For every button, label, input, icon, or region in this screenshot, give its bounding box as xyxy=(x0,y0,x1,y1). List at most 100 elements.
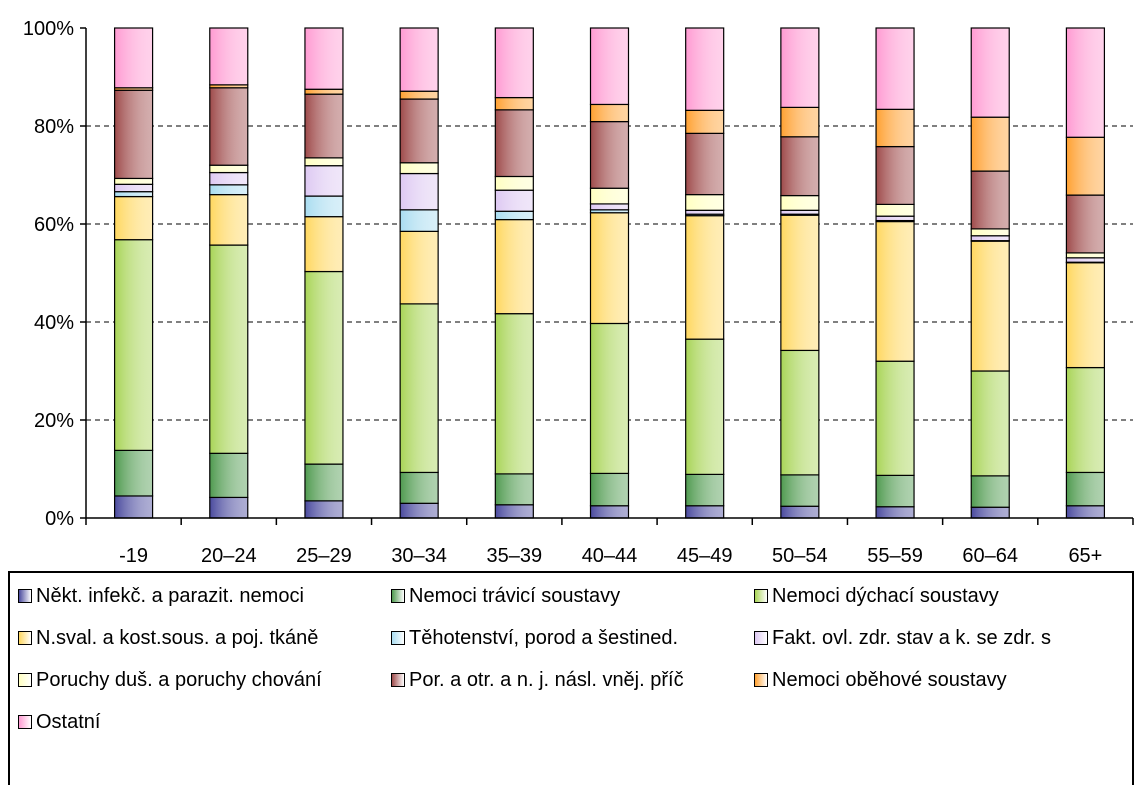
legend-swatch xyxy=(18,589,32,603)
bar-segment-outline xyxy=(589,472,630,507)
legend-label: Těhotenství, porod a šestined. xyxy=(409,626,679,649)
bar-segment-outline xyxy=(685,109,725,134)
bar-segment-outline xyxy=(685,27,725,111)
bar-segment-outline xyxy=(304,463,344,502)
bar-segment-outline xyxy=(589,322,630,475)
bar-segment-outline xyxy=(589,103,630,123)
bar-segment-outline xyxy=(589,505,630,519)
bar-segment-outline xyxy=(685,473,725,507)
bar-segment-outline xyxy=(113,449,154,497)
bar-segment-outline xyxy=(304,500,344,519)
bar-segment-outline xyxy=(1065,27,1106,138)
legend-label: Někt. infekč. a parazit. nemoci xyxy=(36,584,304,607)
x-tick-label: 25–29 xyxy=(296,545,352,567)
x-tick-label: 45–49 xyxy=(677,545,733,567)
legend-item: N.sval. a kost.sous. a poj. tkáně xyxy=(18,625,318,651)
legend-swatch xyxy=(391,589,405,603)
legend-label: Nemoci oběhové soustavy xyxy=(772,668,1007,691)
bar-segment-outline xyxy=(304,93,344,159)
bar-segment-outline xyxy=(494,210,534,221)
bar-segment-outline xyxy=(304,195,344,218)
bar-segment-outline xyxy=(304,88,344,95)
bar-segment-outline xyxy=(875,215,915,222)
bars xyxy=(113,27,1106,519)
legend-item: Por. a otr. a n. j. násl. vněj. příč xyxy=(391,667,684,693)
bar-segment-outline xyxy=(970,240,1010,372)
y-tick-label: 60% xyxy=(34,214,74,236)
bar-segment-outline xyxy=(113,177,154,185)
bar-segment-outline xyxy=(970,370,1010,477)
bar-segment-outline xyxy=(113,239,154,451)
bar-segment-outline xyxy=(209,87,249,166)
bar-segment-outline xyxy=(875,220,915,362)
bar-segment-outline xyxy=(970,27,1010,118)
legend-swatch xyxy=(391,673,405,687)
bar-segment-outline xyxy=(113,183,154,193)
bar-segment-outline xyxy=(494,504,534,519)
bar-segment-outline xyxy=(209,171,249,186)
bar-segment-outline xyxy=(589,187,630,205)
bar-segment-outline xyxy=(970,235,1010,242)
bar-segment-outline xyxy=(494,473,534,506)
bar-segment-outline xyxy=(113,495,154,519)
bar-segment-outline xyxy=(1065,252,1106,259)
legend-label: Poruchy duš. a poruchy chování xyxy=(36,668,322,691)
bar-segment-outline xyxy=(970,116,1010,172)
bar-segment-outline xyxy=(209,164,249,174)
x-tick-label: 50–54 xyxy=(772,545,828,567)
axes: 0% 20% 40% 60% 80% 100% -19 20–24 25–29 30–34 35–3… xyxy=(23,18,1134,567)
bar-segment-outline xyxy=(399,303,439,474)
legend-swatch xyxy=(18,631,32,645)
bar-segment-outline xyxy=(399,230,439,305)
bar-segment-outline xyxy=(399,502,439,519)
bar-segment-outline xyxy=(685,338,725,475)
bar-segment-outline xyxy=(399,172,439,211)
bar-segment-outline xyxy=(875,27,915,110)
legend-item: Nemoci dýchací soustavy xyxy=(754,583,999,609)
bar-segment-outline xyxy=(304,27,344,90)
legend-item: Nemoci trávicí soustavy xyxy=(391,583,620,609)
y-tick-label: 80% xyxy=(34,116,74,138)
bar-segment-outline xyxy=(685,215,725,340)
bar-segment-outline xyxy=(685,505,725,519)
bar-segment-outline xyxy=(875,145,915,206)
x-tick-label: 60–64 xyxy=(962,545,1018,567)
bar-segment-outline xyxy=(209,194,249,246)
bar-segment-outline xyxy=(780,474,820,507)
bar-segment-outline xyxy=(780,27,820,108)
bar-segment-outline xyxy=(399,98,439,164)
bar-segment-outline xyxy=(209,452,249,499)
bar-segment-outline xyxy=(494,189,534,212)
bar-segment-outline xyxy=(589,212,630,325)
bar-segment-outline xyxy=(494,218,534,315)
bar-segment-outline xyxy=(209,496,249,519)
bar-segment-outline xyxy=(399,27,439,92)
bar-segment-outline xyxy=(1065,366,1106,474)
bar-segment-outline xyxy=(685,194,725,211)
bar-segment-outline xyxy=(1065,505,1106,519)
bar-segment-outline xyxy=(209,27,249,86)
legend-item: Nemoci oběhové soustavy xyxy=(754,667,1007,693)
legend-item: Ostatní xyxy=(18,709,100,735)
bar-segment-outline xyxy=(304,270,344,465)
legend-item: Fakt. ovl. zdr. stav a k. se zdr. s xyxy=(754,625,1051,651)
x-tick-label: 35–39 xyxy=(487,545,543,567)
legend-swatch xyxy=(18,715,32,729)
bar-segment-outline xyxy=(494,109,534,178)
legend-item: Poruchy duš. a poruchy chování xyxy=(18,667,322,693)
bar-segment-outline xyxy=(589,203,630,211)
bar-segment-outline xyxy=(875,474,915,508)
legend-item: Těhotenství, porod a šestined. xyxy=(391,625,678,651)
legend-label: Ostatní xyxy=(36,710,101,733)
bar-segment-outline xyxy=(875,506,915,519)
bar-segment-outline xyxy=(780,106,820,138)
bar-segment-outline xyxy=(780,214,820,352)
bar-segment-outline xyxy=(589,27,630,106)
bar-segment-outline xyxy=(399,471,439,504)
bar-segment-outline xyxy=(113,89,154,180)
bar-segment-outline xyxy=(494,27,534,99)
y-tick-label: 20% xyxy=(34,410,74,432)
bar-segment-outline xyxy=(399,162,439,175)
bar-segment-outline xyxy=(113,191,154,198)
bar-segment-outline xyxy=(399,209,439,232)
